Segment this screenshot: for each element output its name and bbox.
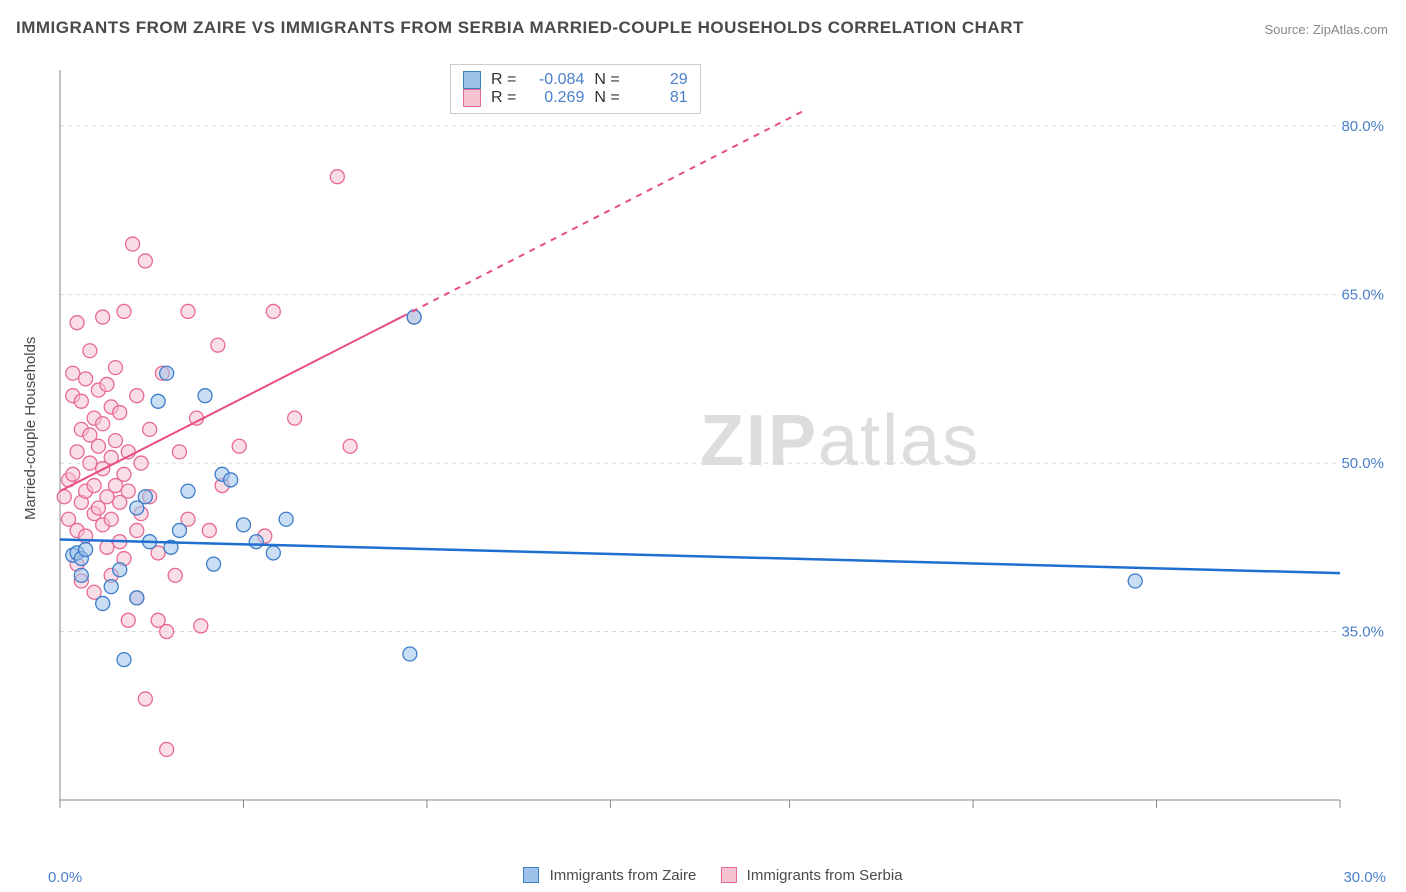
stats-legend: R = -0.084 N = 29 R = 0.269 N = 81 <box>450 64 701 114</box>
r-value-serbia: 0.269 <box>522 89 584 107</box>
y-axis-label: Married-couple Households <box>22 337 39 520</box>
swatch-zaire <box>463 71 481 89</box>
chart-title: IMMIGRANTS FROM ZAIRE VS IMMIGRANTS FROM… <box>16 18 1024 38</box>
legend-label-zaire: Immigrants from Zaire <box>550 867 697 884</box>
n-label: N = <box>594 89 619 107</box>
source-label: Source: ZipAtlas.com <box>1264 22 1388 37</box>
n-label: N = <box>594 71 619 89</box>
swatch-serbia-bottom <box>721 867 737 883</box>
n-value-zaire: 29 <box>626 71 688 89</box>
svg-text:50.0%: 50.0% <box>1341 455 1384 472</box>
bottom-legend: Immigrants from Zaire Immigrants from Se… <box>0 867 1406 884</box>
r-value-zaire: -0.084 <box>522 71 584 89</box>
r-label: R = <box>491 89 516 107</box>
swatch-zaire-bottom <box>523 867 539 883</box>
swatch-serbia <box>463 89 481 107</box>
svg-text:35.0%: 35.0% <box>1341 624 1384 641</box>
r-label: R = <box>491 71 516 89</box>
scatter-plot: 35.0% 50.0% 65.0% 80.0% <box>50 60 1390 830</box>
legend-label-serbia: Immigrants from Serbia <box>747 867 903 884</box>
svg-text:65.0%: 65.0% <box>1341 287 1384 304</box>
stats-row-serbia: R = 0.269 N = 81 <box>463 89 688 107</box>
stats-row-zaire: R = -0.084 N = 29 <box>463 71 688 89</box>
svg-text:80.0%: 80.0% <box>1341 118 1384 135</box>
n-value-serbia: 81 <box>626 89 688 107</box>
